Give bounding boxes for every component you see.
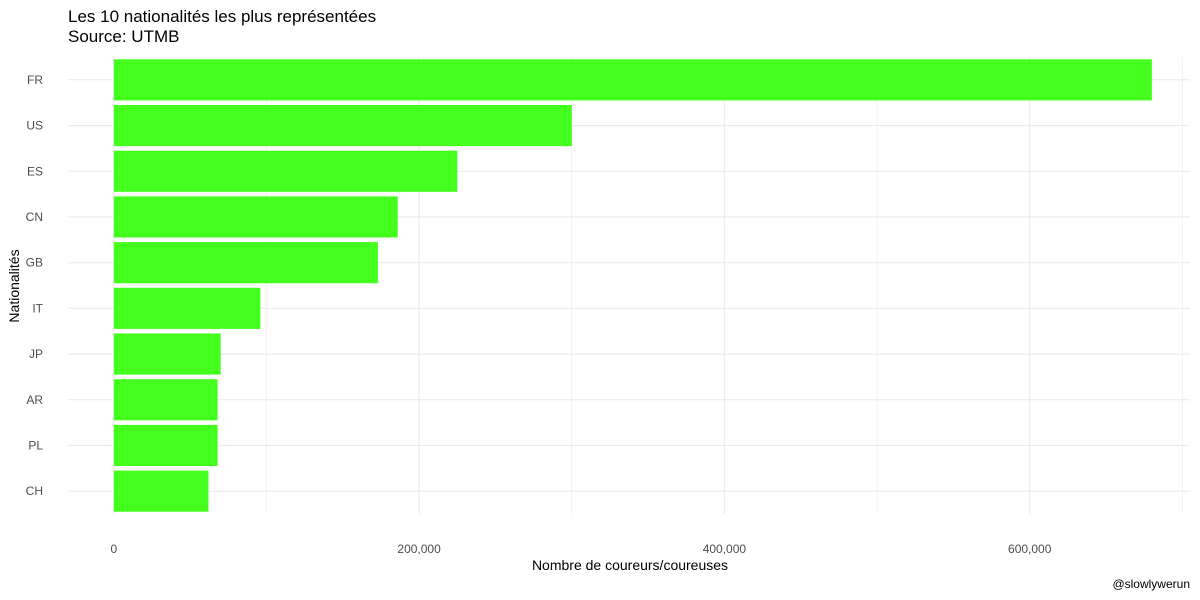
bar-fr: [113, 59, 1152, 101]
bars: [113, 59, 1152, 512]
x-tick-label: 400,000: [703, 542, 747, 556]
y-tick-label: GB: [26, 256, 43, 270]
y-tick-label: AR: [26, 393, 43, 407]
x-tick-label: 600,000: [1008, 542, 1052, 556]
y-tick-label: US: [26, 119, 43, 133]
bar-jp: [113, 333, 221, 375]
bar-pl: [113, 424, 218, 467]
y-axis-tick-labels: FR US ES CN GB IT JP AR PL CH: [26, 73, 44, 498]
y-tick-label: JP: [29, 347, 43, 361]
bar-gb: [113, 242, 378, 284]
x-tick-label: 0: [110, 542, 117, 556]
x-tick-label: 200,000: [397, 542, 441, 556]
x-axis-title: Nombre de coureurs/coureuses: [532, 557, 728, 573]
bar-cn: [113, 196, 398, 238]
y-tick-label: ES: [27, 164, 43, 178]
bar-ch: [113, 470, 209, 512]
chart-title: Les 10 nationalités les plus représentée…: [68, 7, 376, 26]
y-tick-label: FR: [27, 73, 43, 87]
y-tick-label: CN: [26, 210, 43, 224]
bar-us: [113, 104, 572, 147]
chart-caption: @slowlywerun: [1112, 577, 1190, 591]
y-axis-title: Nationalités: [6, 249, 22, 322]
y-tick-label: IT: [32, 301, 43, 315]
y-tick-label: CH: [26, 484, 43, 498]
bar-ar: [113, 379, 218, 421]
y-tick-label: PL: [28, 438, 43, 452]
bar-es: [113, 150, 458, 192]
chart-subtitle: Source: UTMB: [68, 27, 179, 46]
bar-it: [113, 287, 261, 329]
x-axis-tick-labels: 0 200,000 400,000 600,000: [110, 542, 1051, 556]
